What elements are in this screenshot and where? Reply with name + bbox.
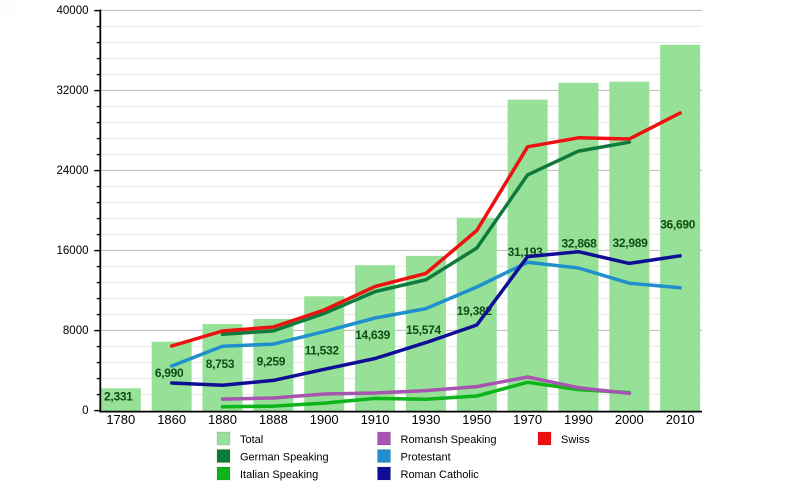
svg-text:11,532: 11,532 [305, 343, 340, 357]
svg-text:1780: 1780 [106, 412, 135, 427]
svg-text:1950: 1950 [462, 412, 491, 427]
svg-text:40000: 40000 [57, 5, 89, 17]
svg-text:1860: 1860 [157, 412, 186, 427]
svg-text:Total: Total [240, 434, 263, 446]
svg-text:0: 0 [82, 405, 88, 417]
svg-text:Romansh Speaking: Romansh Speaking [401, 434, 497, 446]
svg-text:Protestant: Protestant [401, 452, 451, 464]
svg-text:1990: 1990 [564, 412, 593, 427]
svg-text:1970: 1970 [513, 412, 542, 427]
svg-text:2010: 2010 [666, 412, 695, 427]
svg-text:1888: 1888 [259, 412, 288, 427]
svg-text:1910: 1910 [361, 412, 390, 427]
svg-text:14,639: 14,639 [355, 328, 391, 342]
svg-text:1880: 1880 [208, 412, 237, 427]
svg-text:32,989: 32,989 [613, 236, 649, 250]
svg-text:2,331: 2,331 [104, 389, 133, 403]
svg-text:German Speaking: German Speaking [240, 452, 329, 464]
svg-text:8000: 8000 [63, 325, 89, 337]
svg-text:Italian Speaking: Italian Speaking [240, 469, 318, 481]
svg-text:9,259: 9,259 [257, 355, 286, 369]
svg-text:24000: 24000 [57, 165, 89, 177]
svg-text:36,690: 36,690 [660, 218, 696, 232]
svg-text:Roman Catholic: Roman Catholic [401, 469, 480, 481]
svg-text:15,574: 15,574 [406, 323, 442, 337]
svg-text:8,753: 8,753 [206, 357, 235, 371]
svg-text:1900: 1900 [310, 412, 339, 427]
svg-text:6,990: 6,990 [155, 366, 184, 380]
svg-text:2000: 2000 [615, 412, 644, 427]
svg-text:32000: 32000 [57, 85, 89, 97]
svg-text:32,868: 32,868 [562, 237, 598, 251]
svg-text:Swiss: Swiss [561, 434, 590, 446]
svg-text:16000: 16000 [57, 245, 89, 257]
svg-text:1930: 1930 [411, 412, 440, 427]
